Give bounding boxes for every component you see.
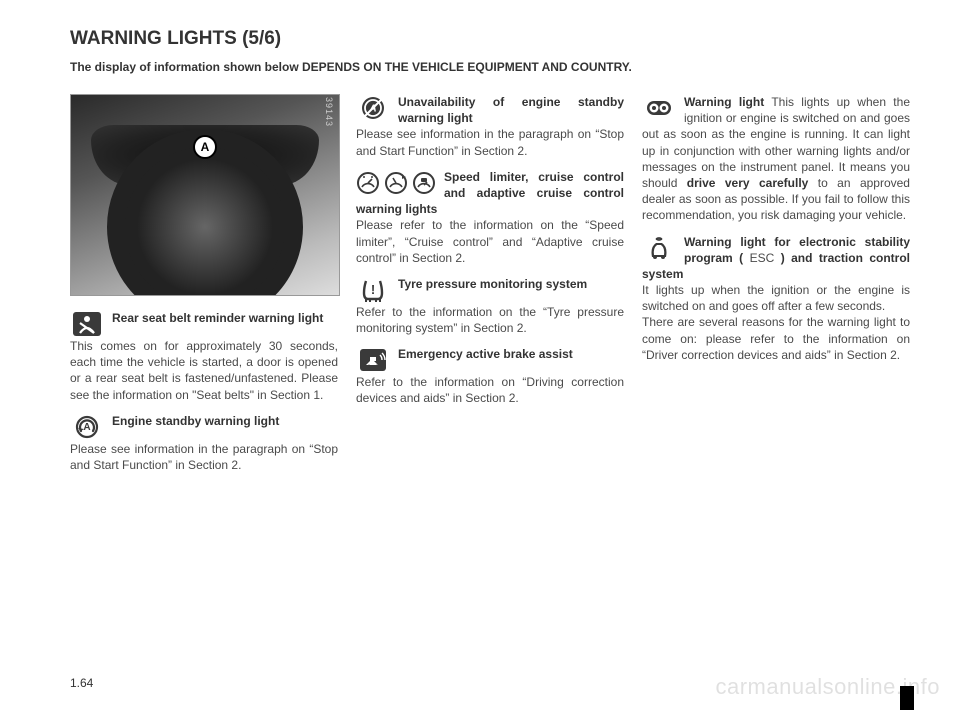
column-1: A 39143 Rear seat belt reminder warning … [70, 94, 338, 483]
entry-body: Please refer to the information on the “… [356, 217, 624, 266]
entry-body: This comes on for approximately 30 secon… [70, 338, 338, 403]
esc-icon [642, 234, 676, 262]
page-tab [900, 686, 914, 710]
entry-speed-cruise: Speed limiter, cruise control and adapti… [356, 169, 624, 266]
photo-image-number: 39143 [323, 97, 335, 127]
engine-standby-unavail-icon: A [356, 94, 390, 122]
entry-emergency-brake: Emergency active brake assist Refer to t… [356, 346, 624, 406]
entry-body: Refer to the information on the “Tyre pr… [356, 304, 624, 336]
dashboard-photo: A 39143 [70, 94, 340, 296]
dashboard-photo-wrap: A 39143 [70, 94, 338, 296]
warning-light-icon [642, 94, 676, 122]
page-title: WARNING LIGHTS (5/6) [70, 28, 910, 50]
emergency-brake-icon [356, 346, 390, 374]
engine-standby-icon: A [70, 413, 104, 441]
entry-body: Refer to the information on “Driving cor… [356, 374, 624, 406]
speed-limiter-icon [356, 171, 380, 195]
entry-body-bold: drive very carefully [687, 176, 809, 190]
column-2: A Unavailability of engine standby warni… [356, 94, 624, 483]
cruise-control-icon [384, 171, 408, 195]
entry-standby-unavail: A Unavailability of engine standby warni… [356, 94, 624, 159]
entry-engine-standby: A Engine standby warning light Please se… [70, 413, 338, 473]
adaptive-cruise-icon [412, 171, 436, 195]
entry-body: Please see information in the paragraph … [356, 126, 624, 158]
page-number: 1.64 [70, 676, 93, 690]
entry-seatbelt: Rear seat belt reminder warning light Th… [70, 310, 338, 403]
title-sub: (5/6) [242, 28, 281, 49]
column-3: Warning light This lights up when the ig… [642, 94, 910, 483]
tyre-pressure-icon: ! [356, 276, 390, 304]
speed-cruise-icons [356, 169, 436, 197]
svg-text:!: ! [371, 282, 375, 297]
photo-marker-a: A [193, 135, 217, 159]
entry-esc: Warning light for electronic stability p… [642, 234, 910, 364]
entry-tyre-pressure: ! Tyre pressure monitoring system Refer … [356, 276, 624, 336]
title-main: WARNING LIGHTS [70, 28, 237, 49]
entry-body: Please see information in the paragraph … [70, 441, 338, 473]
entry-body: It lights up when the ignition or the en… [642, 282, 910, 363]
svg-text:A: A [83, 422, 90, 433]
entry-title: Tyre pressure monitoring system [398, 277, 587, 291]
entry-title: Unavailability of engine standby warning… [398, 95, 624, 125]
entry-title: Engine standby warning light [112, 414, 279, 428]
seatbelt-icon [70, 310, 104, 338]
entry-warning-light: Warning light This lights up when the ig… [642, 94, 910, 224]
entry-title-mid: ESC [743, 251, 781, 265]
entry-title: Warning light [684, 95, 764, 109]
entry-title: Emergency active brake assist [398, 347, 573, 361]
entry-title: Rear seat belt reminder warning light [112, 311, 323, 325]
page-subtitle: The display of information shown below D… [70, 60, 910, 74]
